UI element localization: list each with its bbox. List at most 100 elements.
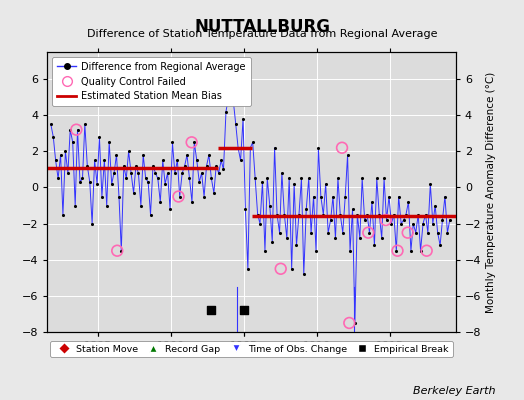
Point [113,248,122,254]
Point [224,94,233,100]
Point [363,211,372,218]
Point [290,181,298,187]
Point [163,170,172,176]
Point [146,211,155,218]
Point [107,181,116,187]
Point [302,206,310,212]
Point [232,121,240,128]
Point [280,211,289,218]
Point [270,144,279,151]
Point [364,230,373,236]
Point [254,211,262,218]
Point [307,230,315,236]
Point [93,181,101,187]
Point [222,108,230,115]
Point [395,193,403,200]
Point [220,166,228,173]
Point [97,193,106,200]
Point [173,157,181,164]
Point [275,230,283,236]
Point [375,211,384,218]
Point [115,193,123,200]
Point [404,199,412,205]
Point [117,248,126,254]
Point [445,217,454,223]
Point [336,211,344,218]
Point [183,152,191,158]
Point [134,170,143,176]
Point [422,248,431,254]
Point [210,190,218,196]
Point [88,220,96,227]
Point [137,202,145,209]
Point [193,157,201,164]
Point [64,170,72,176]
Point [348,206,357,212]
Point [407,248,415,254]
Point [141,175,150,182]
Point [248,139,257,146]
Point [78,175,86,182]
Point [273,211,281,218]
Point [377,235,386,241]
Point [61,148,70,154]
Point [122,175,130,182]
Point [385,193,393,200]
Point [403,230,412,236]
Point [59,211,67,218]
Point [174,193,183,200]
Point [176,193,184,200]
Point [171,170,179,176]
Point [314,144,323,151]
Point [195,179,203,185]
Point [292,242,301,248]
Point [419,220,427,227]
Text: NUTTALLBURG: NUTTALLBURG [194,18,330,36]
Point [345,320,354,326]
Point [277,266,285,272]
Point [47,121,55,128]
Point [212,163,221,169]
Point [127,170,135,176]
Point [188,139,196,146]
Point [358,175,366,182]
Point [426,181,434,187]
Point [343,152,352,158]
Point [300,271,308,277]
Point [397,220,406,227]
Point [151,170,160,176]
Point [380,175,388,182]
Point [324,230,332,236]
Point [394,248,402,254]
Point [226,90,235,97]
Point [239,116,247,122]
Point [304,175,313,182]
Point [240,307,248,314]
Point [263,175,271,182]
Point [159,157,167,164]
Point [139,152,147,158]
Point [81,121,89,128]
Point [83,163,92,169]
Point [154,175,162,182]
Point [100,157,108,164]
Text: Berkeley Earth: Berkeley Earth [413,386,495,396]
Point [207,175,215,182]
Point [156,199,165,205]
Point [319,211,328,218]
Point [166,206,174,212]
Point [373,175,381,182]
Point [73,126,82,133]
Point [214,170,223,176]
Point [180,163,189,169]
Point [234,144,242,151]
Point [331,235,340,241]
Point [383,217,391,223]
Point [124,148,133,154]
Point [244,266,252,272]
Point [285,175,293,182]
Point [326,217,335,223]
Y-axis label: Monthly Temperature Anomaly Difference (°C): Monthly Temperature Anomaly Difference (… [486,71,496,313]
Point [402,211,410,218]
Point [365,230,374,236]
